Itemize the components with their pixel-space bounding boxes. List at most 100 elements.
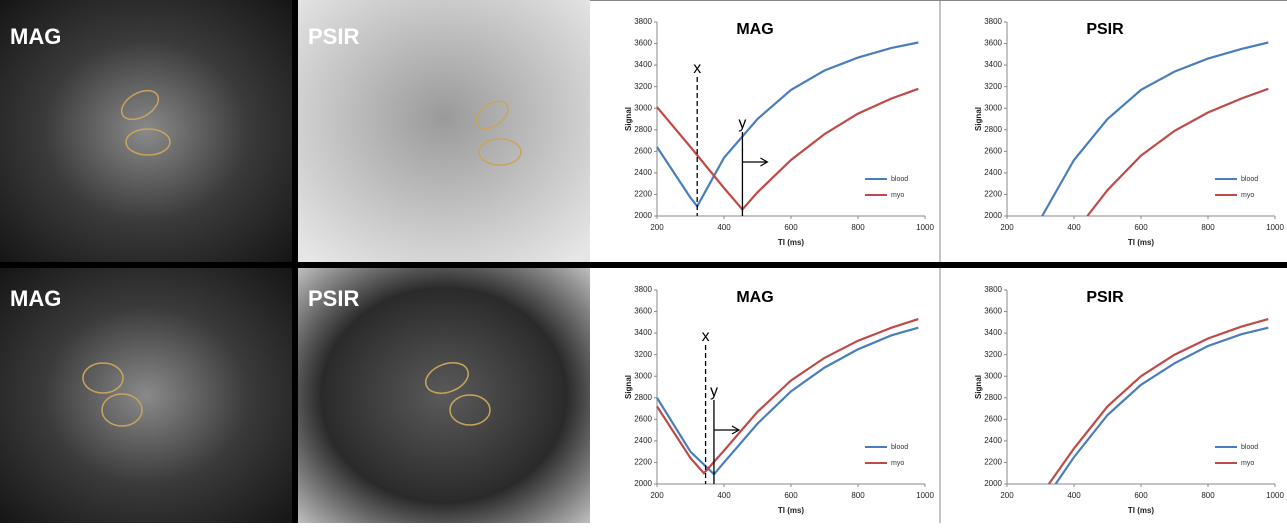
legend-label: myo — [891, 192, 904, 199]
x-tick-label: 400 — [717, 223, 731, 232]
x-tick-label: 1000 — [1266, 223, 1284, 232]
y-tick-label: 3200 — [634, 82, 652, 91]
y-tick-label: 3000 — [984, 103, 1002, 112]
series-line — [1054, 326, 1269, 485]
x-axis-label: TI (ms) — [1128, 506, 1155, 515]
image-label: PSIR — [308, 24, 359, 49]
series-line — [656, 87, 919, 212]
y-tick-label: 3400 — [634, 60, 652, 69]
x-tick-label: 200 — [650, 491, 664, 500]
x-tick-label: 600 — [1134, 491, 1148, 500]
chart-title: PSIR — [1086, 289, 1124, 306]
x-tick-label: 1000 — [1266, 491, 1284, 500]
y-tick-label: 2800 — [634, 125, 652, 134]
marker-arrow-head — [731, 425, 741, 435]
marker-arrow-head — [760, 157, 769, 167]
x-tick-label: 200 — [1000, 491, 1014, 500]
y-tick-label: 3600 — [984, 307, 1002, 316]
y-tick-label: 3000 — [634, 371, 652, 380]
y-tick-label: 3000 — [634, 103, 652, 112]
legend-label: blood — [1241, 176, 1258, 183]
y-axis-label: Signal — [624, 107, 633, 131]
y-tick-label: 2200 — [984, 190, 1002, 199]
row-separator — [0, 262, 1287, 268]
legend-label: myo — [1241, 460, 1254, 467]
series-line — [1048, 318, 1269, 485]
x-axis-label: TI (ms) — [778, 238, 805, 247]
image-label: PSIR — [308, 286, 359, 311]
series-line — [1086, 87, 1269, 217]
y-tick-label: 3400 — [984, 60, 1002, 69]
y-tick-label: 3400 — [634, 328, 652, 337]
y-tick-label: 2600 — [984, 146, 1002, 155]
chart-title: PSIR — [1086, 21, 1124, 38]
y-tick-label: 2000 — [634, 479, 652, 488]
y-tick-label: 3600 — [634, 39, 652, 48]
x-tick-label: 400 — [1067, 223, 1081, 232]
mri-image — [0, 268, 292, 523]
chart-title: MAG — [736, 21, 773, 38]
y-tick-label: 2400 — [634, 168, 652, 177]
y-tick-label: 3800 — [634, 17, 652, 26]
y-tick-label: 3800 — [984, 17, 1002, 26]
x-tick-label: 1000 — [916, 491, 934, 500]
y-tick-label: 3800 — [984, 285, 1002, 294]
legend-label: blood — [891, 444, 908, 451]
y-tick-label: 2800 — [634, 393, 652, 402]
marker-label: x — [702, 328, 710, 345]
y-tick-label: 3200 — [984, 82, 1002, 91]
x-tick-label: 200 — [1000, 223, 1014, 232]
y-tick-label: 2000 — [984, 479, 1002, 488]
col-separator — [292, 0, 298, 523]
y-tick-label: 2400 — [634, 436, 652, 445]
x-axis-label: TI (ms) — [778, 506, 805, 515]
mri-image — [0, 0, 292, 262]
legend-label: myo — [1241, 192, 1254, 199]
y-tick-label: 2000 — [984, 211, 1002, 220]
y-tick-label: 3600 — [634, 307, 652, 316]
x-tick-label: 800 — [1201, 223, 1215, 232]
x-tick-label: 600 — [1134, 223, 1148, 232]
image-label: MAG — [10, 286, 61, 311]
x-tick-label: 800 — [1201, 491, 1215, 500]
y-tick-label: 3000 — [984, 371, 1002, 380]
x-tick-label: 600 — [784, 223, 798, 232]
y-tick-label: 2600 — [634, 146, 652, 155]
y-tick-label: 2400 — [984, 436, 1002, 445]
marker-label: x — [693, 60, 701, 77]
y-tick-label: 2400 — [984, 168, 1002, 177]
chart-title: MAG — [736, 289, 773, 306]
y-tick-label: 3600 — [984, 39, 1002, 48]
legend-label: blood — [891, 176, 908, 183]
y-tick-label: 3800 — [634, 285, 652, 294]
y-axis-label: Signal — [974, 107, 983, 131]
image-label: MAG — [10, 24, 61, 49]
x-tick-label: 200 — [650, 223, 664, 232]
marker-label: y — [738, 115, 746, 132]
series-line — [656, 41, 919, 209]
series-line — [1041, 41, 1269, 217]
x-tick-label: 400 — [717, 491, 731, 500]
y-tick-label: 2200 — [634, 190, 652, 199]
roi-outlines — [82, 89, 522, 427]
y-axis-label: Signal — [624, 375, 633, 399]
y-tick-label: 2000 — [634, 211, 652, 220]
mri-image — [298, 268, 590, 523]
legend-label: blood — [1241, 444, 1258, 451]
y-tick-label: 3200 — [634, 350, 652, 359]
x-tick-label: 1000 — [916, 223, 934, 232]
y-tick-label: 2600 — [634, 414, 652, 423]
y-tick-label: 2800 — [984, 125, 1002, 134]
series-line — [656, 326, 919, 476]
legend-label: myo — [891, 460, 904, 467]
y-tick-label: 3200 — [984, 350, 1002, 359]
x-tick-label: 600 — [784, 491, 798, 500]
x-tick-label: 400 — [1067, 491, 1081, 500]
mri-image — [298, 0, 590, 262]
y-tick-label: 3400 — [984, 328, 1002, 337]
series-line — [656, 318, 919, 475]
y-tick-label: 2800 — [984, 393, 1002, 402]
y-axis-label: Signal — [974, 375, 983, 399]
marker-label: y — [710, 383, 718, 400]
